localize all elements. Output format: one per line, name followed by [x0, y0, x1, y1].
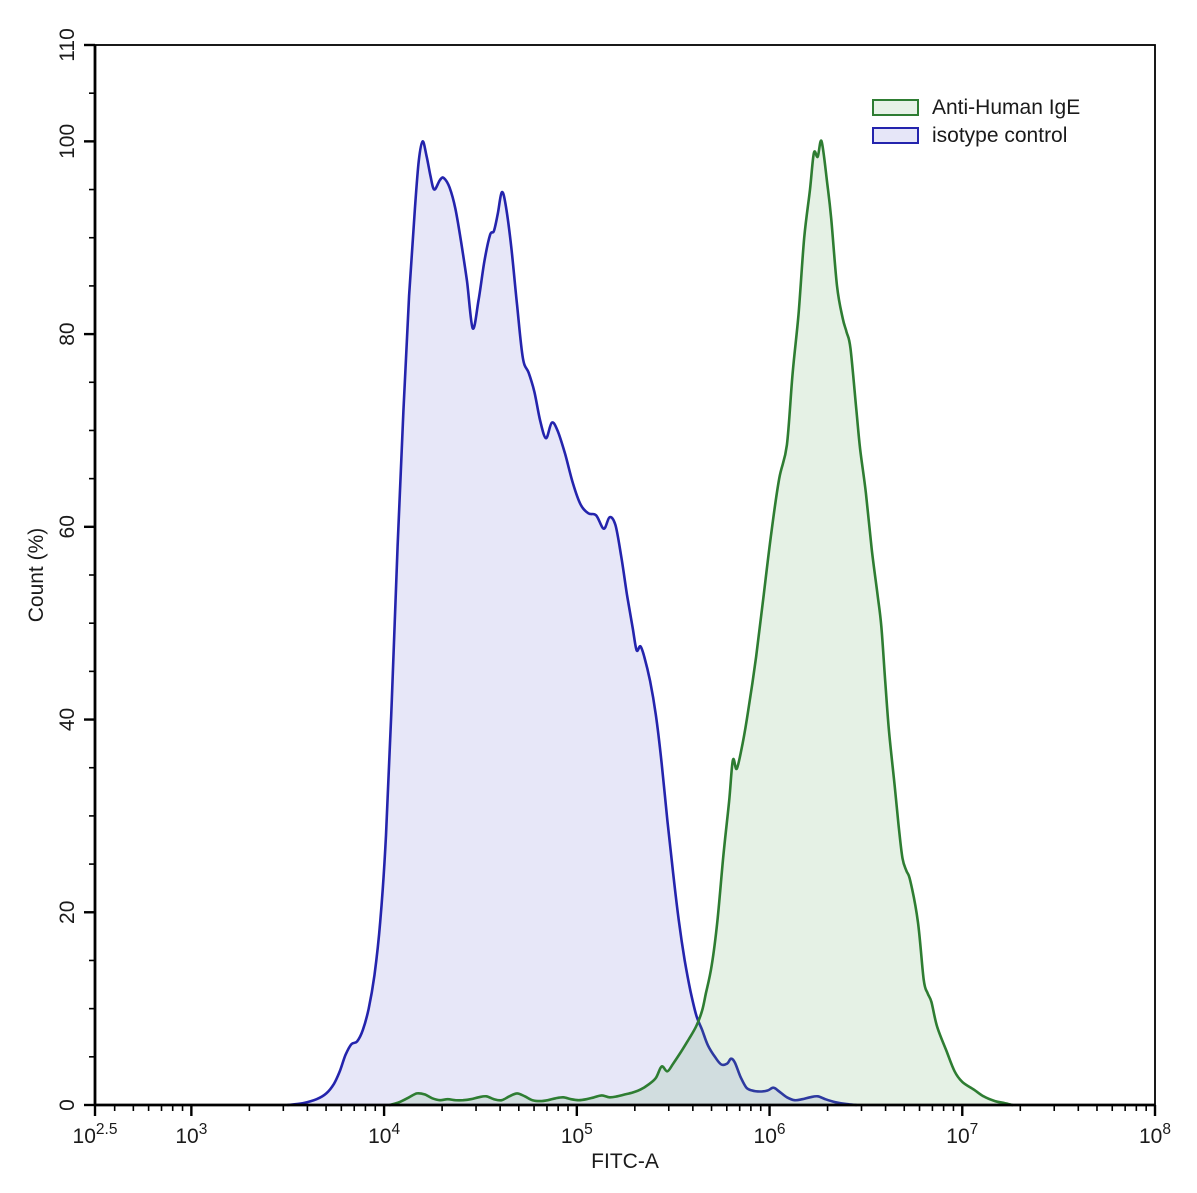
- svg-text:108: 108: [1139, 1121, 1171, 1148]
- svg-text:100: 100: [56, 124, 79, 159]
- y-axis-label: Count (%): [25, 527, 48, 623]
- legend-label-anti-human-ige: Anti-Human IgE: [932, 96, 1081, 119]
- legend-label-isotype-control: isotype control: [932, 124, 1068, 147]
- legend-swatch-isotype-control: [872, 127, 919, 144]
- legend-item-isotype-control: isotype control: [872, 124, 1080, 147]
- svg-text:103: 103: [175, 1121, 207, 1148]
- svg-text:107: 107: [946, 1121, 978, 1148]
- svg-text:80: 80: [56, 322, 79, 345]
- svg-text:20: 20: [56, 901, 79, 924]
- legend-swatch-anti-human-ige: [872, 99, 919, 116]
- svg-text:105: 105: [561, 1121, 593, 1148]
- svg-text:40: 40: [56, 708, 79, 731]
- legend-item-anti-human-ige: Anti-Human IgE: [872, 96, 1081, 119]
- svg-text:110: 110: [56, 28, 79, 61]
- legend: Anti-Human IgE isotype control: [872, 96, 1081, 155]
- x-axis-label: FITC-A: [591, 1150, 659, 1173]
- svg-text:0: 0: [56, 1099, 79, 1111]
- svg-text:102.5: 102.5: [73, 1121, 118, 1148]
- svg-text:106: 106: [754, 1121, 786, 1148]
- svg-text:60: 60: [56, 515, 79, 538]
- svg-text:104: 104: [368, 1121, 400, 1148]
